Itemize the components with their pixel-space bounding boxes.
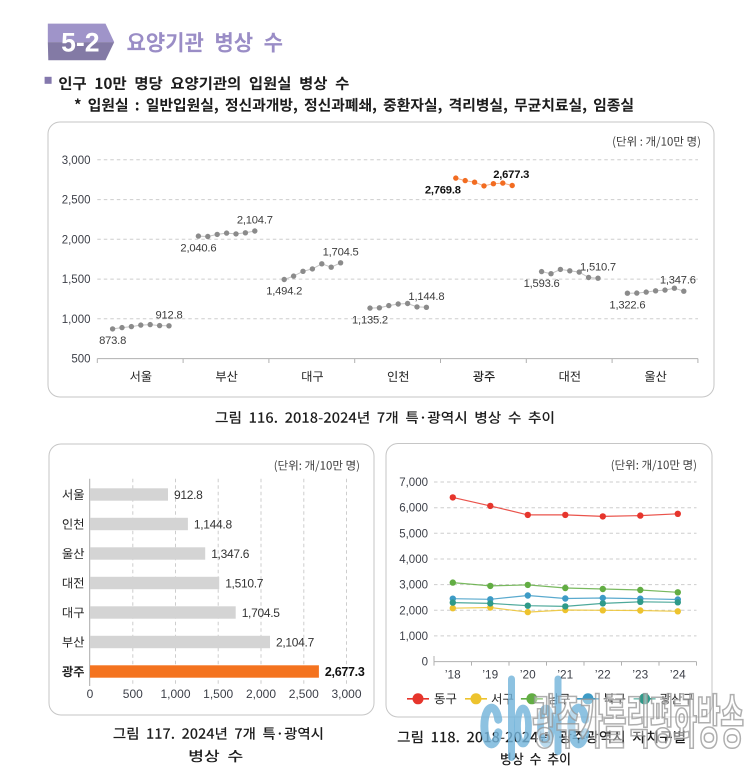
svg-text:4,000: 4,000: [399, 554, 428, 566]
svg-text:2,000: 2,000: [62, 234, 91, 246]
svg-text:1,347.6: 1,347.6: [211, 547, 250, 561]
svg-text:3,000: 3,000: [62, 155, 91, 167]
svg-text:2,000: 2,000: [246, 687, 276, 701]
svg-text:2,500: 2,500: [289, 687, 319, 701]
svg-text:2,040.6: 2,040.6: [180, 242, 216, 254]
svg-text:1,510.7: 1,510.7: [580, 262, 616, 274]
svg-text:3,000: 3,000: [331, 687, 361, 701]
svg-text:873.8: 873.8: [99, 335, 126, 347]
svg-text:1,494.2: 1,494.2: [266, 286, 302, 298]
svg-text:’24: ’24: [670, 668, 686, 682]
svg-text:1,593.6: 1,593.6: [524, 278, 560, 290]
svg-text:1,322.6: 1,322.6: [609, 299, 645, 311]
svg-text:912.8: 912.8: [156, 309, 183, 321]
svg-text:1,144.8: 1,144.8: [408, 291, 444, 303]
svg-text:5-2: 5-2: [61, 27, 99, 57]
svg-text:3,000: 3,000: [399, 580, 428, 592]
svg-text:912.8: 912.8: [174, 488, 203, 502]
svg-text:2,104.7: 2,104.7: [276, 635, 315, 649]
svg-text:2,000: 2,000: [399, 605, 428, 617]
svg-text:0: 0: [422, 657, 428, 669]
svg-text:500: 500: [71, 354, 90, 366]
svg-text:’23: ’23: [632, 668, 648, 682]
svg-text:’19: ’19: [482, 668, 498, 682]
svg-text:1,144.8: 1,144.8: [194, 517, 233, 531]
svg-text:5,000: 5,000: [399, 528, 428, 540]
svg-text:1,000: 1,000: [399, 631, 428, 643]
svg-text:’21: ’21: [557, 668, 573, 682]
svg-text:500: 500: [123, 687, 143, 701]
svg-text:2,677.3: 2,677.3: [493, 169, 529, 181]
svg-text:1,500: 1,500: [62, 274, 91, 286]
svg-text:1,510.7: 1,510.7: [225, 576, 264, 590]
svg-text:1,500: 1,500: [203, 687, 233, 701]
svg-text:2,769.8: 2,769.8: [425, 184, 461, 196]
svg-text:2,500: 2,500: [62, 195, 91, 207]
svg-text:1,704.5: 1,704.5: [323, 246, 359, 258]
svg-text:0: 0: [87, 687, 94, 701]
svg-text:7,000: 7,000: [399, 477, 428, 489]
svg-text:’22: ’22: [595, 668, 611, 682]
svg-text:’20: ’20: [520, 668, 536, 682]
svg-text:6,000: 6,000: [399, 503, 428, 515]
svg-text:1,000: 1,000: [160, 687, 190, 701]
svg-text:1,347.6: 1,347.6: [660, 275, 696, 287]
svg-text:1,135.2: 1,135.2: [352, 314, 388, 326]
svg-text:2,677.3: 2,677.3: [325, 665, 365, 679]
svg-text:’18: ’18: [445, 668, 461, 682]
svg-text:1,704.5: 1,704.5: [242, 606, 281, 620]
svg-text:1,000: 1,000: [62, 314, 91, 326]
svg-text:2,104.7: 2,104.7: [237, 215, 273, 227]
